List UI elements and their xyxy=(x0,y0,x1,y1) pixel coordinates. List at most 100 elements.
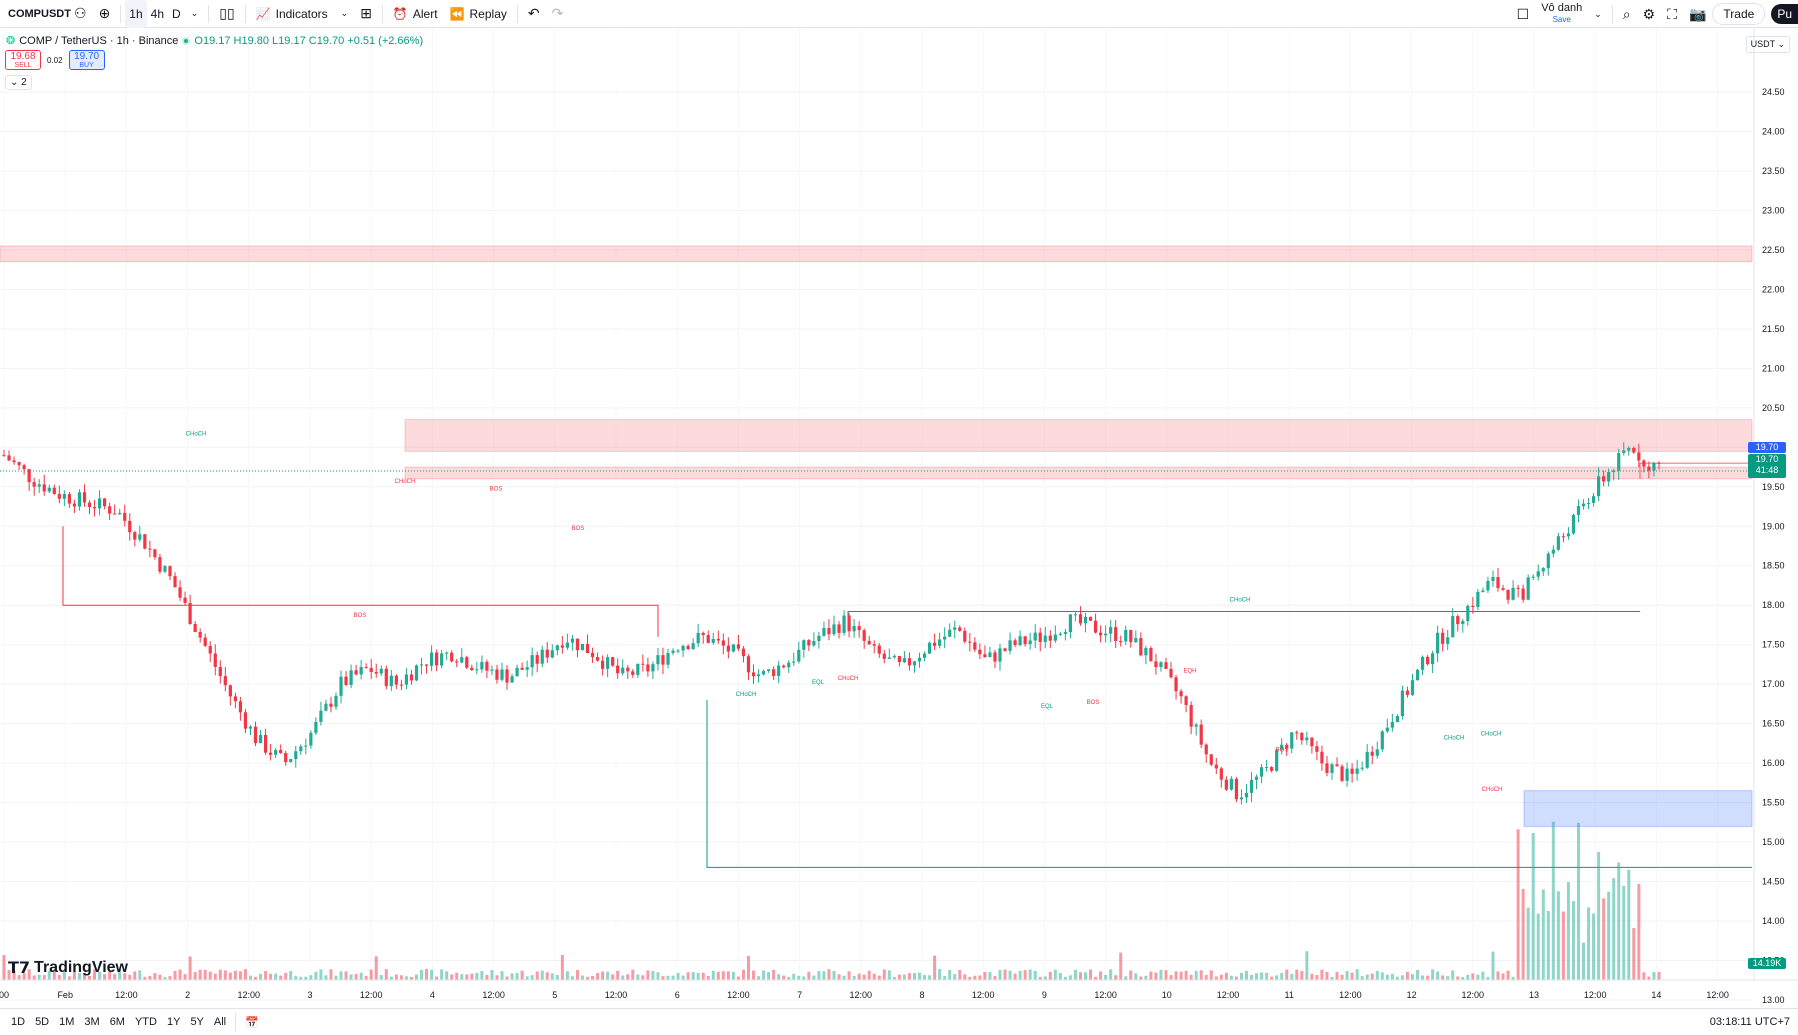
layout-icon[interactable]: ☐ xyxy=(1516,5,1530,22)
volume-bar xyxy=(118,969,122,980)
candle-body xyxy=(97,498,102,509)
range-1y[interactable]: 1Y xyxy=(166,1016,181,1028)
volume-bar xyxy=(726,971,730,980)
range-ytd[interactable]: YTD xyxy=(134,1016,157,1028)
volume-bar xyxy=(203,969,207,980)
candle-body xyxy=(1199,724,1203,745)
time-axis[interactable]: 00 Feb 12:00 2 12:00 3 12:00 4 12:00 5 12:00 6 12:00… xyxy=(0,979,1798,1000)
time-tick-label: 12:00 xyxy=(1217,990,1240,1000)
candle-body xyxy=(1486,580,1490,591)
price-tick-label: 17.50 xyxy=(1762,640,1785,650)
volume-bar xyxy=(1657,971,1661,980)
volume-bar xyxy=(731,971,735,980)
chart-type-icon[interactable]: ▯▯ xyxy=(219,5,235,21)
symbol-search[interactable]: COMPUSDT xyxy=(8,7,71,20)
candle-body xyxy=(802,640,806,650)
range-1m[interactable]: 1M xyxy=(59,1016,75,1028)
candle-body xyxy=(716,638,720,641)
camera-icon[interactable]: 📷 xyxy=(1688,5,1707,22)
volume-bar xyxy=(243,969,247,980)
currency-select[interactable]: USDT ⌄ xyxy=(1745,36,1790,53)
timeframe-4h[interactable]: 4h xyxy=(150,6,165,21)
candle-body xyxy=(1632,447,1636,453)
settings-gear-icon[interactable]: ⚙ xyxy=(1642,5,1656,22)
fullscreen-icon[interactable]: ⛶ xyxy=(1667,5,1677,22)
volume-bar xyxy=(1084,972,1088,980)
price-chart[interactable]: BOS CHoCH CHoCH CHoCH BOS BOS CHoCH EQL CHoCH EQL… xyxy=(0,28,1798,1008)
compare-icon[interactable]: ⚇ xyxy=(74,5,87,21)
redo-icon[interactable]: ↷ xyxy=(551,5,564,21)
time-tick-label: 12:00 xyxy=(1094,990,1117,1000)
candle-body xyxy=(1305,737,1309,741)
volume-bar xyxy=(500,971,504,980)
timeframe-d[interactable]: D xyxy=(172,6,181,21)
volume-bar xyxy=(143,976,147,980)
replay-button[interactable]: ⏪ Replay xyxy=(444,0,513,28)
volume-bar xyxy=(591,976,595,980)
range-5d[interactable]: 5D xyxy=(35,1016,50,1028)
candle-body xyxy=(1315,746,1319,752)
volume-bar xyxy=(409,976,413,980)
time-tick-label: 12:00 xyxy=(850,990,873,1000)
candle-body xyxy=(485,661,489,671)
add-symbol-icon[interactable]: ⊕ xyxy=(98,5,111,21)
volume-bar xyxy=(299,976,303,980)
volume-bar xyxy=(686,972,690,980)
candle-body xyxy=(1194,724,1198,727)
range-5y[interactable]: 5Y xyxy=(190,1016,204,1028)
volume-bar xyxy=(852,975,856,980)
indicators-collapse[interactable]: ⌄ 2 xyxy=(5,75,32,90)
volume-bar xyxy=(1134,973,1138,980)
volume-bar xyxy=(309,975,313,980)
candle-body xyxy=(1461,621,1465,625)
sell-button[interactable]: 19.68 SELL xyxy=(5,50,41,70)
volume-bar xyxy=(912,973,916,980)
volume-bar xyxy=(555,975,559,980)
price-tick-label: 22.00 xyxy=(1762,284,1785,294)
range-1d[interactable]: 1D xyxy=(11,1016,26,1028)
legend-title[interactable]: COMP / TetherUS · 1h · Binance xyxy=(19,34,179,47)
candle-body xyxy=(183,597,187,603)
alert-button[interactable]: ⏰ Alert xyxy=(387,0,444,28)
trade-button[interactable]: Trade xyxy=(1712,3,1766,25)
buy-label: BUY xyxy=(79,62,94,69)
tradingview-brand: TradingView xyxy=(34,959,128,976)
chevron-down-icon[interactable]: ⌄ xyxy=(190,8,199,18)
indicators-button[interactable]: 📈 Indicators ⌄ xyxy=(250,0,355,28)
buy-button[interactable]: 19.70 BUY xyxy=(68,50,105,70)
clock[interactable]: 03:18:11 UTC+7 xyxy=(1709,1016,1790,1028)
range-all[interactable]: All xyxy=(213,1016,227,1028)
volume-bar xyxy=(420,970,424,980)
timeframe-1h[interactable]: 1h xyxy=(125,0,147,28)
chevron-down-icon[interactable]: ⌄ xyxy=(1594,8,1602,19)
volume-bar xyxy=(1395,976,1399,980)
volume-bar xyxy=(1592,913,1596,980)
volume-bar xyxy=(1013,973,1017,980)
candle-body xyxy=(450,652,454,662)
price-axis[interactable]: 24.50 24.00 23.50 23.00 22.50 22.00 21.50 21.00… xyxy=(1753,28,1785,1005)
candle-body xyxy=(213,653,217,667)
candle-body xyxy=(72,503,77,507)
tradingview-logo[interactable]: 𝗧𝟳 TradingView xyxy=(8,958,128,978)
range-3m[interactable]: 3M xyxy=(84,1016,100,1028)
range-6m[interactable]: 6M xyxy=(109,1016,125,1028)
volume-bar xyxy=(1476,974,1480,980)
volume-tag: 14.19K xyxy=(1748,958,1786,969)
volume-bar xyxy=(183,974,187,980)
sell-price: 19.68 xyxy=(10,51,36,62)
volume-bar xyxy=(1250,975,1254,980)
quick-search-icon[interactable]: ⌕ xyxy=(1622,5,1631,22)
candle-body xyxy=(1275,749,1279,771)
candle-body xyxy=(374,671,378,674)
templates-icon[interactable]: ⊞ xyxy=(360,5,372,21)
volume-layer xyxy=(2,821,1661,980)
goto-date-icon[interactable]: 📅 xyxy=(245,1016,259,1029)
volume-bar xyxy=(827,969,831,980)
undo-icon[interactable]: ↶ xyxy=(527,5,540,21)
layout-name[interactable]: Vô danh Save xyxy=(1535,3,1588,25)
publish-button[interactable]: Pu xyxy=(1771,4,1798,24)
candle-body xyxy=(424,664,429,666)
candle-body xyxy=(1385,727,1389,732)
candle-body xyxy=(1370,751,1374,756)
volume-bar xyxy=(560,955,564,980)
